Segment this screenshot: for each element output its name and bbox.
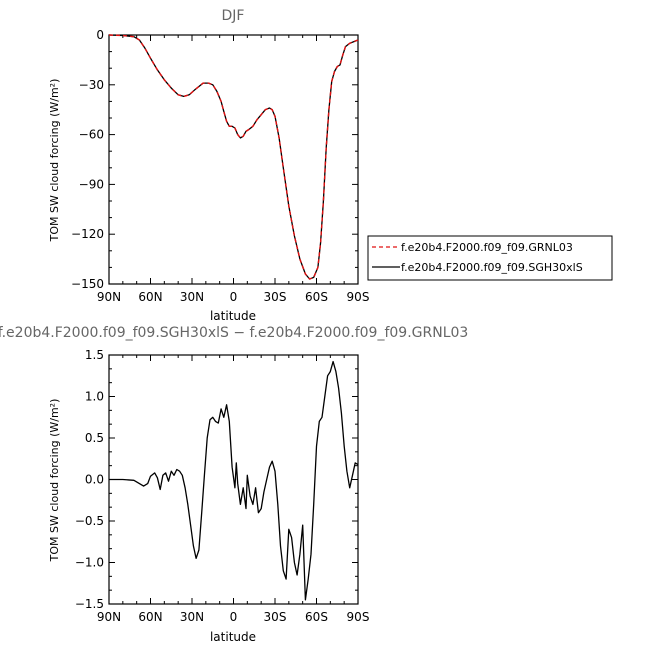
y-tick-label: 0.0: [85, 473, 104, 487]
top-y-ticks: −150 −120 −90 −60 −30 0: [71, 28, 358, 291]
y-tick-label: −0.5: [75, 514, 104, 528]
top-y-axis-label: TOM SW cloud forcing (W/m²): [48, 79, 61, 243]
y-tick-label: 1.5: [85, 348, 104, 362]
y-tick-label: −1.0: [75, 556, 104, 570]
x-tick-label: 30S: [264, 290, 287, 304]
x-tick-label: 30S: [264, 610, 287, 624]
y-tick-label: −60: [79, 128, 104, 142]
y-tick-label: −150: [71, 277, 104, 291]
legend-label-sgh30xls: f.e20b4.F2000.f09_f09.SGH30xlS: [401, 261, 583, 274]
top-x-axis-label: latitude: [210, 309, 256, 323]
x-tick-label: 90N: [97, 610, 121, 624]
x-tick-label: 90S: [347, 610, 370, 624]
x-tick-label: 0: [230, 610, 238, 624]
top-series-group: [108, 34, 359, 280]
x-tick-label: 60S: [305, 610, 328, 624]
bottom-series-group: [109, 360, 359, 601]
bottom-y-axis-label: TOM SW cloud forcing (W/m²): [48, 399, 61, 563]
bottom-panel: f.e20b4.F2000.f09_f09.SGH30xlS − f.e20b4…: [0, 325, 468, 644]
x-tick-label: 30N: [180, 610, 204, 624]
x-tick-label: 60S: [305, 290, 328, 304]
y-tick-label: −1.5: [75, 597, 104, 611]
x-tick-label: 90S: [347, 290, 370, 304]
bottom-title: f.e20b4.F2000.f09_f09.SGH30xlS − f.e20b4…: [0, 325, 468, 341]
legend-box: [367, 235, 613, 281]
y-tick-label: 0: [96, 28, 104, 42]
top-title: DJF: [222, 8, 245, 24]
x-tick-label: 60N: [138, 290, 162, 304]
x-tick-label: 60N: [138, 610, 162, 624]
y-tick-label: −30: [79, 78, 104, 92]
y-tick-label: −90: [79, 177, 104, 191]
series-line-0: [109, 360, 359, 601]
y-tick-label: −120: [71, 227, 104, 241]
top-x-ticks: 90N 60N 30N 0 30S 60S 90S: [97, 35, 370, 304]
bottom-x-axis-label: latitude: [210, 630, 256, 644]
y-tick-label: 0.5: [85, 431, 104, 445]
bottom-x-ticks: 90N 60N 30N 0 30S 60S 90S: [97, 355, 370, 624]
legend: f.e20b4.F2000.f09_f09.GRNL03 f.e20b4.F20…: [367, 235, 613, 281]
x-tick-label: 90N: [97, 290, 121, 304]
series-line-0: [108, 34, 359, 280]
top-panel: DJF 90N 60N 30N 0 30S 60S 90S −150 −120 −90 −60 −3…: [48, 8, 613, 323]
legend-label-grnl03: f.e20b4.F2000.f09_f09.GRNL03: [401, 241, 573, 254]
y-tick-label: 1.0: [85, 390, 104, 404]
x-tick-label: 30N: [180, 290, 204, 304]
x-tick-label: 0: [230, 290, 238, 304]
bottom-y-ticks: −1.5 −1.0 −0.5 0.0 0.5 1.0 1.5: [75, 348, 358, 611]
series-line-1: [108, 34, 359, 280]
